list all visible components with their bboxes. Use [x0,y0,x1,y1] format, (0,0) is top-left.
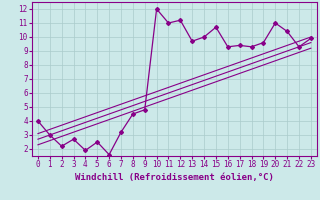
X-axis label: Windchill (Refroidissement éolien,°C): Windchill (Refroidissement éolien,°C) [75,173,274,182]
